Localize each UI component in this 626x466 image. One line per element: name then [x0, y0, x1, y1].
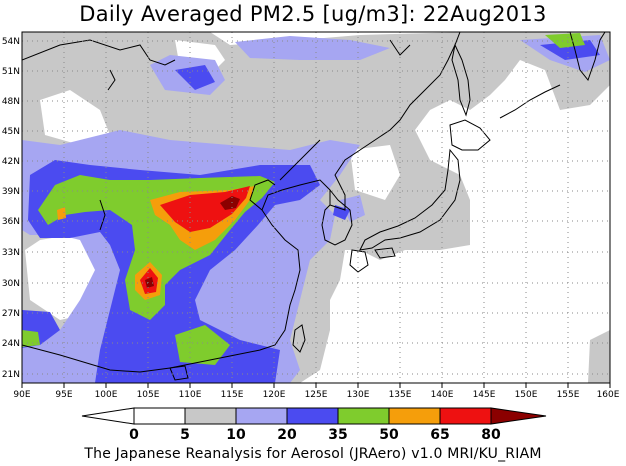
lat-label: 21N — [2, 370, 20, 380]
lat-label: 45N — [2, 127, 20, 137]
colorbar-bin-0-5 — [133, 407, 186, 425]
map-title: Daily Averaged PM2.5 [ug/m3]: 22Aug2013 — [79, 2, 547, 26]
colorbar-label: 5 — [180, 427, 190, 443]
colorbar-labels: 0 5 10 20 35 50 65 80 — [129, 427, 501, 443]
colorbar-label: 0 — [129, 427, 139, 443]
contour-white-5 — [475, 110, 560, 215]
contour-white-6 — [515, 235, 610, 335]
border-line-3 — [279, 139, 321, 181]
lat-label: 39N — [2, 187, 20, 197]
contour-lightblue-2 — [340, 195, 365, 222]
border-line-5 — [389, 39, 411, 56]
coastline-mainland — [22, 32, 461, 373]
lat-label: 33N — [2, 248, 20, 258]
lon-label: 125E — [305, 390, 328, 400]
lon-label: 120E — [263, 390, 286, 400]
lat-labels: 54N 51N 48N 45N 42N 39N 36N 33N 30N 27N … — [2, 37, 20, 380]
tick-marks — [21, 383, 611, 388]
lon-label: 100E — [95, 390, 118, 400]
colorbar-label: 50 — [379, 427, 399, 443]
colorbar-label: 10 — [226, 427, 246, 443]
colorbar-bin-65-80 — [439, 407, 492, 425]
lon-label: 140E — [431, 390, 454, 400]
lon-label: 130E — [347, 390, 370, 400]
lat-label: 24N — [2, 339, 20, 349]
lon-label: 105E — [137, 390, 160, 400]
lat-label: 27N — [2, 309, 20, 319]
contour-green-3 — [175, 325, 230, 365]
contour-grey-2 — [588, 330, 610, 383]
lon-label: 115E — [221, 390, 244, 400]
lat-label: 30N — [2, 279, 20, 289]
colorbar-label: 80 — [481, 427, 501, 443]
colorbar-bin-20-35 — [286, 407, 339, 425]
colorbar-label: 20 — [277, 427, 297, 443]
contour-white-4 — [350, 145, 400, 200]
colorbar-bin-5-10 — [184, 407, 237, 425]
coastline-korea — [321, 189, 353, 246]
lon-label: 150E — [515, 390, 538, 400]
lon-label: 110E — [179, 390, 202, 400]
colorbar-bin-50-65 — [388, 407, 441, 425]
lat-label: 36N — [2, 217, 20, 227]
contour-darkred-2 — [145, 277, 154, 288]
lat-label: 51N — [2, 67, 20, 77]
lat-label: 42N — [2, 157, 20, 167]
lon-label: 155E — [557, 390, 580, 400]
contour-green-4 — [545, 33, 585, 48]
coastline-hainan — [169, 365, 189, 381]
coastlines — [22, 32, 606, 381]
coastline-honshu — [359, 148, 461, 251]
coastline-kamchatka — [569, 32, 606, 82]
lon-labels: 90E 95E 100E 105E 110E 115E 120E 125E 13… — [13, 390, 619, 400]
contour-darkred — [220, 196, 240, 210]
coastline-hokkaido — [449, 119, 491, 151]
colorbar-low-arrow — [81, 407, 135, 425]
footer-credit: The Japanese Reanalysis for Aerosol (JRA… — [84, 446, 542, 462]
coastline-shandong — [249, 179, 276, 211]
border-line-4 — [107, 69, 116, 91]
lon-label: 135E — [389, 390, 412, 400]
grid-lines — [22, 32, 610, 383]
colorbar-bin-35-50 — [337, 407, 390, 425]
lat-label: 54N — [2, 37, 20, 47]
colorbar — [81, 407, 547, 425]
coastline-taiwan — [292, 324, 306, 353]
colorbar-label: 35 — [328, 427, 347, 443]
coastline-sakhalin — [451, 43, 471, 117]
border-line-1 — [22, 39, 176, 66]
lon-label: 145E — [473, 390, 496, 400]
lat-label: 48N — [2, 97, 20, 107]
coastline-shikoku — [374, 247, 396, 259]
contour-blue-3 — [175, 65, 215, 90]
contour-blue-4 — [333, 205, 350, 220]
lon-label: 90E — [13, 390, 30, 400]
border-line-2 — [99, 199, 106, 231]
coastline-kuril — [499, 84, 561, 119]
colorbar-bin-10-20 — [235, 407, 288, 425]
colorbar-label: 65 — [430, 427, 449, 443]
colorbar-high-arrow — [490, 407, 547, 425]
contour-orange-3 — [57, 207, 66, 220]
contour-green-2 — [22, 330, 40, 347]
lon-label: 95E — [55, 390, 72, 400]
lon-label: 160E — [597, 390, 620, 400]
